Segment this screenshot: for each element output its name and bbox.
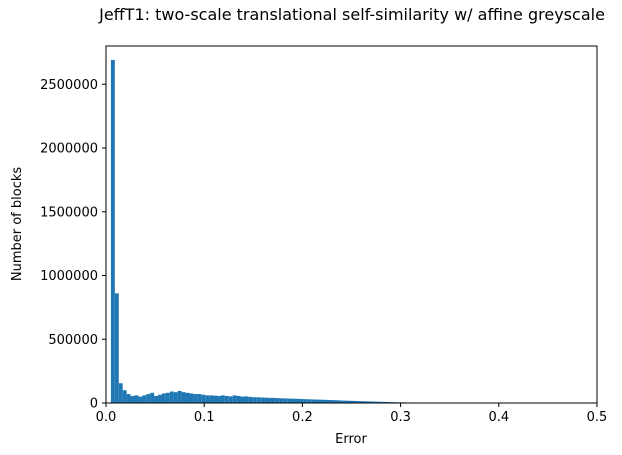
histogram-bar	[315, 399, 320, 403]
histogram-bar	[342, 400, 347, 403]
histogram-bar	[307, 399, 312, 403]
histogram-bar	[220, 395, 225, 403]
histogram-bar	[350, 400, 355, 403]
histogram-bar	[224, 395, 229, 403]
x-axis: 0.0 0.1 0.2 0.3 0.4 0.5	[96, 403, 608, 425]
histogram-bar	[118, 383, 123, 403]
histogram-bar	[201, 394, 206, 403]
histogram-bar	[193, 394, 198, 403]
histogram-bars	[110, 60, 512, 404]
histogram-bar	[114, 293, 119, 403]
histogram-bar	[110, 60, 115, 404]
histogram-bar	[177, 390, 182, 403]
histogram-bar	[228, 396, 233, 403]
histogram-bar	[381, 401, 386, 403]
histogram-bar	[319, 399, 324, 403]
histogram-bar	[385, 401, 390, 403]
y-tick-label: 0	[90, 397, 98, 412]
histogram-bar	[126, 394, 131, 403]
histogram-bar	[205, 395, 210, 403]
histogram-bar	[275, 398, 280, 403]
histogram-bar	[150, 392, 155, 403]
x-axis-label: Error	[335, 432, 367, 447]
histogram-bar	[158, 394, 162, 403]
y-tick-label: 2500000	[40, 78, 98, 93]
histogram-bar	[354, 400, 359, 403]
histogram-bar	[299, 398, 304, 403]
histogram-bar	[326, 399, 331, 403]
histogram-bar	[138, 396, 143, 404]
histogram-bar	[232, 395, 237, 403]
histogram-bar	[283, 398, 288, 403]
x-tick-label: 0.4	[488, 410, 509, 425]
y-axis-label: Number of blocks	[10, 167, 25, 282]
histogram-bar	[291, 398, 296, 403]
y-tick-label: 1500000	[40, 205, 98, 220]
histogram-bar	[311, 399, 316, 403]
histogram-bar	[374, 401, 379, 403]
histogram-bar	[185, 392, 190, 403]
histogram-bar	[248, 396, 253, 403]
histogram-bar	[189, 393, 194, 403]
histogram-bar	[346, 400, 351, 403]
x-tick-label: 0.5	[587, 410, 608, 425]
histogram-bar	[122, 390, 127, 403]
histogram-bar	[334, 400, 339, 403]
y-axis: 0 500000 1000000 1500000 2000000 2500000	[40, 78, 106, 412]
y-tick-label: 2000000	[40, 142, 98, 157]
histogram-bar	[161, 393, 166, 403]
histogram-bar	[260, 397, 265, 403]
histogram-bar	[378, 401, 382, 403]
histogram-bar	[216, 395, 221, 403]
plot-frame	[105, 45, 598, 404]
histogram-bar	[146, 394, 151, 403]
histogram-bar	[181, 392, 186, 403]
histogram-bar	[370, 401, 375, 403]
histogram-bar	[244, 396, 249, 403]
histogram-bar	[323, 399, 327, 403]
histogram-bar	[330, 400, 335, 403]
histogram-bar	[130, 395, 135, 403]
histogram-bar	[295, 398, 300, 403]
chart-title: JeffT1: two-scale translational self-sim…	[98, 5, 605, 24]
histogram-bar	[169, 391, 174, 403]
histogram-bar	[287, 398, 292, 403]
histogram-bar	[279, 398, 284, 403]
x-tick-label: 0.3	[390, 410, 411, 425]
histogram-bar	[236, 395, 241, 403]
histogram-bar	[213, 395, 217, 403]
histogram-bar	[240, 396, 245, 404]
histogram-bar	[173, 392, 178, 403]
histogram-bar	[197, 394, 202, 403]
histogram-bar	[303, 399, 308, 403]
histogram-bar	[358, 401, 363, 403]
y-tick-label: 1000000	[40, 269, 98, 284]
histogram-bar	[338, 400, 343, 403]
histogram-bar	[252, 397, 257, 403]
x-tick-label: 0.1	[194, 410, 215, 425]
histogram-bar	[142, 395, 147, 403]
histogram-bar	[366, 401, 371, 403]
histogram-bar	[264, 397, 269, 403]
histogram-bar	[134, 395, 139, 403]
x-tick-label: 0.0	[96, 410, 117, 425]
x-tick-label: 0.2	[292, 410, 313, 425]
y-tick-label: 500000	[48, 333, 98, 348]
histogram-bar	[256, 397, 261, 403]
histogram-bar	[271, 397, 276, 403]
histogram-bar	[209, 395, 214, 403]
histogram-bar	[165, 392, 170, 403]
histogram-bar	[268, 397, 272, 403]
histogram-bar	[154, 395, 159, 403]
histogram-bar	[362, 401, 367, 403]
